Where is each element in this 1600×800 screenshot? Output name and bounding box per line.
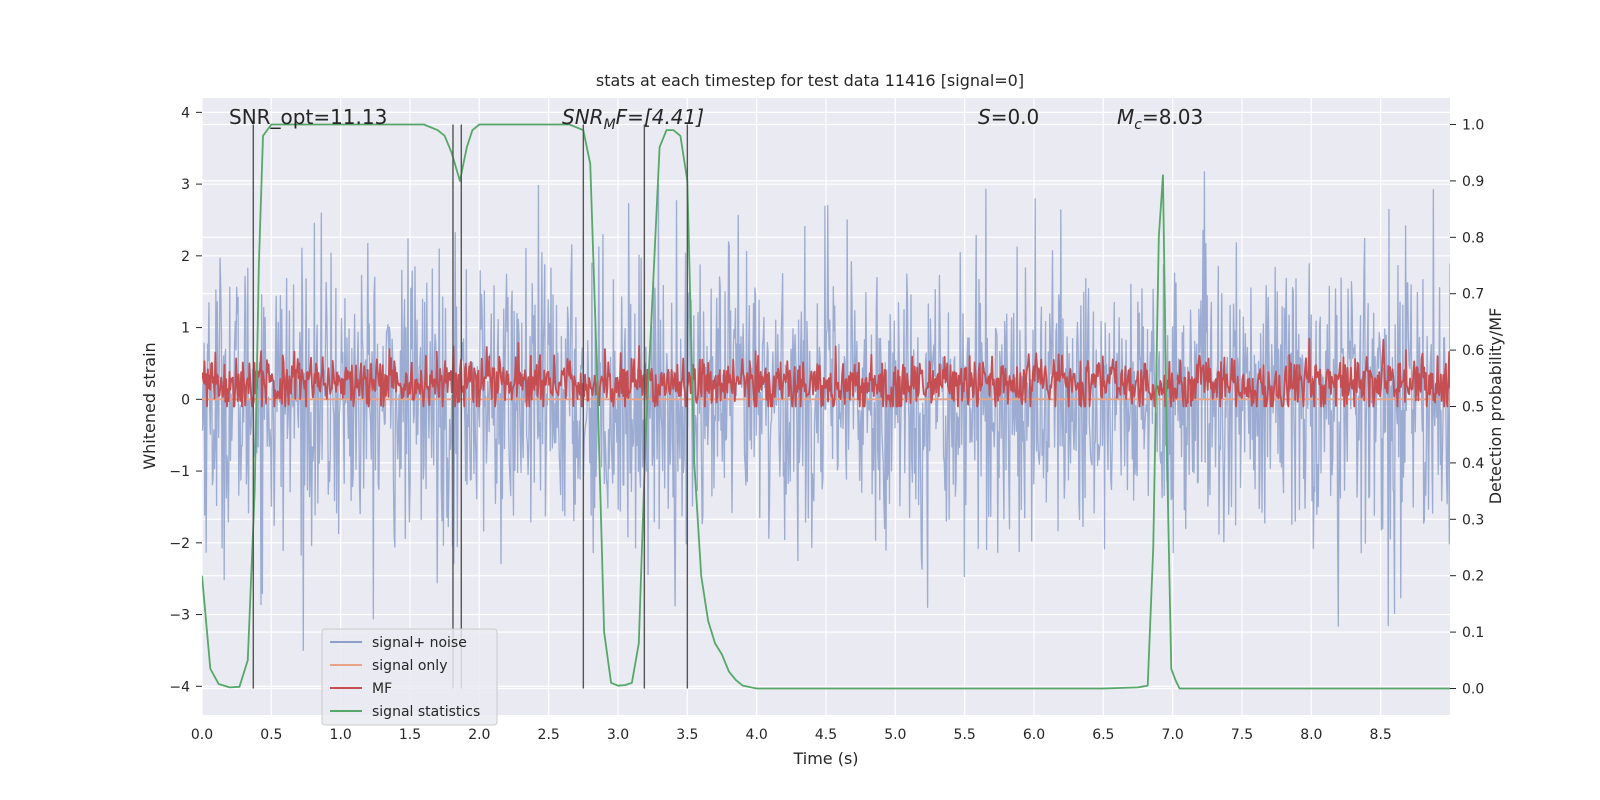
annotation-s-value: =0.0 xyxy=(991,105,1040,129)
y-right-tick-label-0: 0.0 xyxy=(1462,681,1484,697)
series-layer xyxy=(202,123,1450,690)
x-tick-label-3: 1.5 xyxy=(399,727,421,743)
x-tick-label-15: 7.5 xyxy=(1231,727,1253,743)
legend-label-mf: MF xyxy=(372,681,392,697)
x-tick-label-0: 0.0 xyxy=(191,727,213,743)
annotation-mc-subscript: c xyxy=(1134,117,1142,133)
y-tick-label-1: −3 xyxy=(169,608,190,624)
x-tick-label-16: 8.0 xyxy=(1300,727,1322,743)
y-tick-label-5: 1 xyxy=(181,321,190,337)
annotation-snr-opt: SNR_opt=11.13 xyxy=(229,105,387,129)
y-tick-label-7: 3 xyxy=(181,177,190,193)
x-tick-label-1: 0.5 xyxy=(260,727,282,743)
y-right-tick-label-6: 0.6 xyxy=(1462,343,1484,359)
x-tick-label-6: 3.0 xyxy=(607,727,629,743)
x-tick-label-5: 2.5 xyxy=(538,727,560,743)
x-tick-label-10: 5.0 xyxy=(884,727,906,743)
annotation-s-symbol: S xyxy=(978,105,991,129)
annotation-mc-value: =8.03 xyxy=(1142,105,1203,129)
y-right-tick-label-5: 0.5 xyxy=(1462,400,1484,416)
annotation-snr-mf: SNRMF=[4.41] xyxy=(562,105,704,133)
legend-label-signal-noise: signal+ noise xyxy=(372,635,467,651)
annotation-snr-mf-symbol: SNR xyxy=(562,105,604,129)
y-right-tick-label-4: 0.4 xyxy=(1462,456,1484,472)
y-right-tick-label-2: 0.2 xyxy=(1462,569,1484,585)
y-tick-label-0: −4 xyxy=(169,679,190,695)
x-tick-label-17: 8.5 xyxy=(1370,727,1392,743)
chart-title: stats at each timestep for test data 114… xyxy=(596,71,1024,90)
legend-label-signal-statistics: signal statistics xyxy=(372,704,480,720)
ticks: 0.0 0.5 1.0 1.5 2.0 2.5 3.0 3.5 4.0 4.5 5.0 5.5 6.0 6… xyxy=(169,105,1484,743)
annotation-snr-mf-value: F=[4.41] xyxy=(616,105,704,129)
vertical-markers xyxy=(252,124,689,689)
y-right-tick-label-9: 0.9 xyxy=(1462,174,1484,190)
y-right-tick-label-7: 0.7 xyxy=(1462,287,1484,303)
y-tick-label-2: −2 xyxy=(169,536,190,552)
legend-box xyxy=(321,628,498,726)
legend: signal+ noise signal only MF signal statist… xyxy=(321,628,498,726)
x-tick-label-7: 3.5 xyxy=(676,727,698,743)
y-tick-label-3: −1 xyxy=(169,464,190,480)
annotation-mc-symbol: M xyxy=(1117,105,1134,129)
annotation-snr-mf-subscript: M xyxy=(604,117,616,133)
y-axis-label: Whitened strain xyxy=(140,342,159,469)
x-tick-label-12: 6.0 xyxy=(1023,727,1045,743)
x-tick-label-13: 6.5 xyxy=(1092,727,1114,743)
y-right-tick-label-10: 1.0 xyxy=(1462,118,1484,134)
y-right-tick-label-1: 0.1 xyxy=(1462,625,1484,641)
x-tick-label-11: 5.5 xyxy=(954,727,976,743)
x-tick-label-8: 4.0 xyxy=(746,727,768,743)
y-tick-label-4: 0 xyxy=(181,392,190,408)
legend-items: signal+ noise signal only MF signal statist… xyxy=(330,635,480,720)
x-axis-label: Time (s) xyxy=(792,749,858,768)
y-tick-label-6: 2 xyxy=(181,249,190,265)
annotation-s: S=0.0 xyxy=(978,105,1039,129)
x-tick-label-2: 1.0 xyxy=(330,727,352,743)
series-line-signal-statistics xyxy=(202,123,1450,690)
legend-label-signal-only: signal only xyxy=(372,658,447,674)
series-line-mf xyxy=(202,337,1450,408)
annotations: SNR_opt=11.13 SNRMF=[4.41] S=0.0 Mc=8.03 xyxy=(229,105,1203,133)
y-tick-label-8: 4 xyxy=(181,105,190,121)
x-tick-label-14: 7.0 xyxy=(1162,727,1184,743)
x-tick-label-9: 4.5 xyxy=(815,727,837,743)
y-right-tick-label-8: 0.8 xyxy=(1462,230,1484,246)
y-axis-right-label: Detection probability/MF xyxy=(1486,308,1505,505)
annotation-mc: Mc=8.03 xyxy=(1117,105,1203,133)
x-tick-label-4: 2.0 xyxy=(468,727,490,743)
y-right-tick-label-3: 0.3 xyxy=(1462,512,1484,528)
